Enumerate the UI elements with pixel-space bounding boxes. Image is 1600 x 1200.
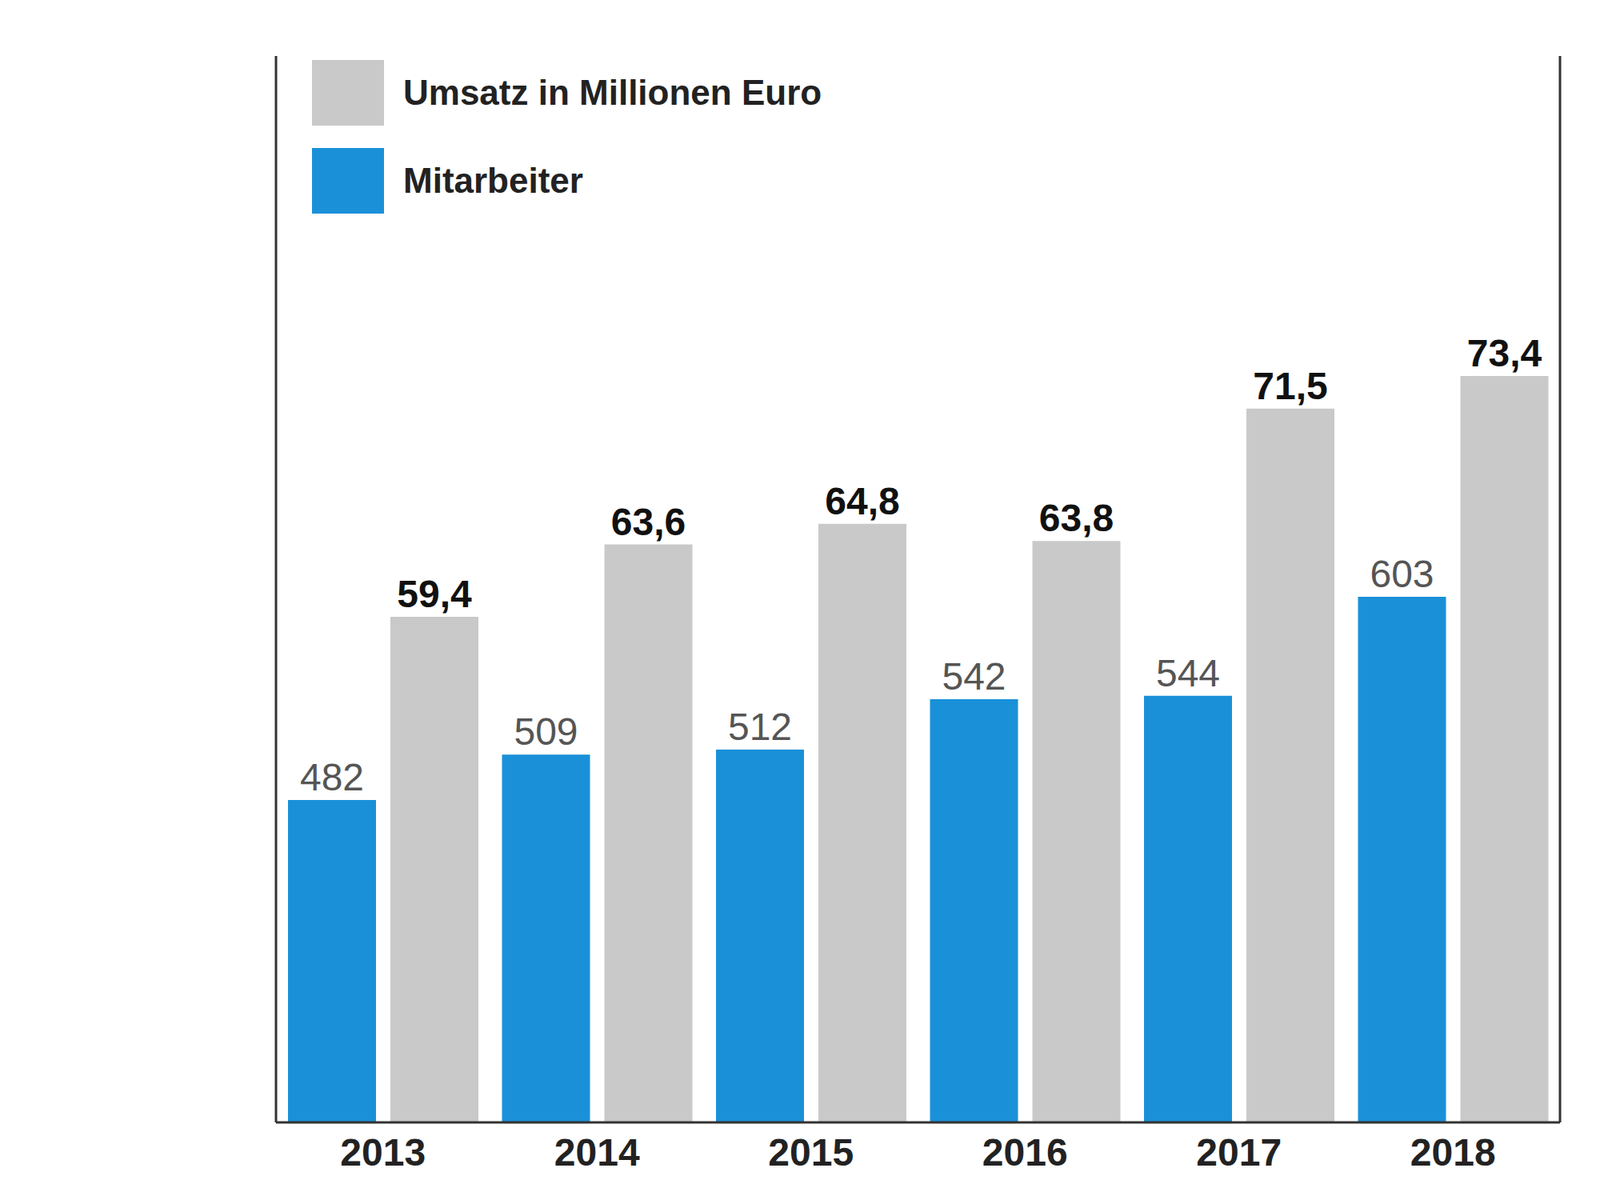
svg-text:59,4: 59,4 — [396, 572, 472, 616]
html-text:Mitarbeiter: Mitarbeiter — [403, 160, 584, 200]
svg-text:512: 512 — [728, 705, 792, 748]
svg-text:2017: 2017 — [1196, 1131, 1282, 1174]
svg-text:2018: 2018 — [1410, 1131, 1496, 1174]
svg-text:63,6: 63,6 — [611, 500, 686, 544]
svg-text:2014: 2014 — [554, 1131, 640, 1174]
svg-text:2016: 2016 — [982, 1131, 1068, 1174]
svg-text:64,8: 64,8 — [824, 480, 900, 523]
svg-text:542: 542 — [941, 655, 1006, 698]
svg-text:63,8: 63,8 — [1039, 496, 1114, 540]
svg-text:73,4: 73,4 — [1467, 332, 1543, 375]
svg-text:2015: 2015 — [768, 1131, 854, 1174]
svg-text:509: 509 — [513, 710, 578, 753]
svg-text:2013: 2013 — [340, 1131, 426, 1174]
html-text:Umsatz in Millionen Euro: Umsatz in Millionen Euro — [403, 72, 822, 112]
svg-text:544: 544 — [1156, 652, 1220, 695]
svg-text:482: 482 — [300, 756, 364, 799]
svg-text:603: 603 — [1369, 552, 1434, 596]
svg-text:71,5: 71,5 — [1252, 364, 1328, 408]
